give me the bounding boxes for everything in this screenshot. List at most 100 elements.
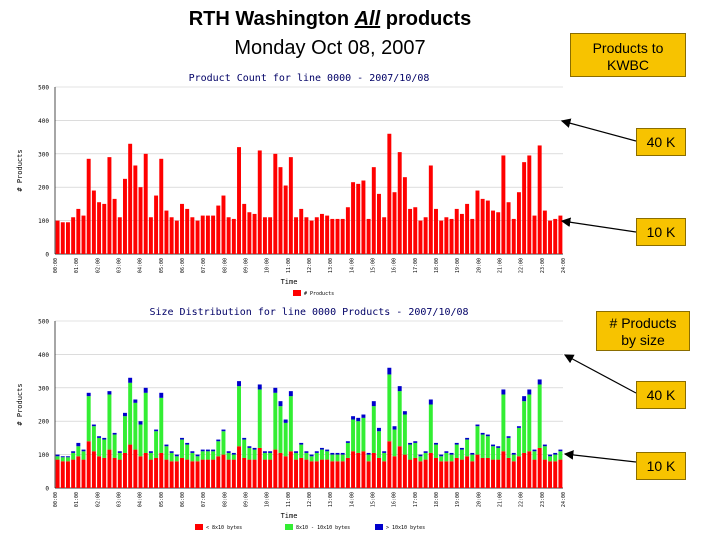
bar-segment — [542, 459, 547, 488]
bar-segment-2 — [485, 434, 490, 437]
bar-segment — [123, 452, 127, 488]
bar-segment — [148, 217, 153, 254]
bar-segment — [133, 165, 138, 254]
bar-segment-2 — [60, 456, 65, 458]
bar-segment — [288, 157, 293, 254]
bar-segment — [444, 217, 449, 254]
bar-segment — [402, 454, 407, 488]
bar-segment-2 — [402, 411, 407, 415]
bar-segment — [185, 459, 190, 488]
bar-segment — [148, 459, 153, 488]
bar-segment-2 — [169, 451, 174, 453]
x-tick-label: 08:00 — [222, 492, 228, 507]
bar-segment — [558, 215, 563, 254]
bar-segment — [527, 155, 532, 254]
bar-segment-1 — [377, 431, 381, 458]
bar-segment-1 — [112, 434, 117, 458]
x-tick-label: 02:00 — [95, 258, 101, 273]
bar-segment-1 — [237, 386, 241, 447]
bar-segment-1 — [309, 456, 314, 462]
bar-segment — [169, 461, 174, 488]
bar-segment-1 — [55, 456, 60, 460]
bar-segment-2 — [117, 451, 122, 453]
bar-segment — [475, 454, 480, 488]
bar-segment-2 — [97, 436, 102, 438]
bar-segment-2 — [211, 449, 216, 452]
bar-segment-1 — [402, 414, 407, 455]
bar-segment-2 — [454, 442, 459, 445]
bar-segment — [294, 459, 299, 488]
bar-segment — [180, 203, 184, 254]
bar-segment — [211, 215, 216, 254]
bar-segment — [522, 452, 527, 488]
bar-segment — [434, 208, 438, 254]
y-tick-label: 200 — [38, 185, 49, 192]
bar-segment — [247, 212, 252, 254]
bar-segment-1 — [81, 451, 86, 460]
bar-segment — [143, 452, 148, 488]
bar-segment-1 — [231, 454, 236, 460]
bar-segment-2 — [361, 414, 366, 418]
bar-segment — [154, 195, 159, 254]
x-tick-label: 24:00 — [561, 258, 567, 273]
bar-segment-1 — [143, 392, 148, 453]
bar-segment — [294, 217, 299, 254]
bar-segment — [242, 203, 247, 254]
bar-segment — [288, 451, 293, 488]
bar-segment-2 — [501, 389, 506, 395]
bar-segment — [408, 459, 413, 488]
bar-segment — [345, 207, 350, 254]
bar-segment-1 — [107, 394, 112, 450]
bar-segment-2 — [532, 449, 537, 452]
bar-segment — [553, 461, 558, 488]
bar-segment — [382, 217, 387, 254]
bar-segment — [325, 459, 330, 488]
bar-segment — [216, 205, 221, 254]
legend-label: < 8x10 bytes — [206, 525, 242, 531]
x-tick-label: 21:00 — [498, 258, 504, 273]
bar-segment-1 — [423, 452, 428, 460]
bar-segment — [247, 459, 252, 488]
bar-segment — [205, 215, 210, 254]
x-tick-label: 13:00 — [328, 258, 334, 273]
bar-segment-1 — [558, 451, 563, 460]
bar-segment-1 — [65, 457, 70, 462]
y-tick-label: 100 — [38, 452, 49, 459]
bar-segment — [491, 459, 495, 488]
bar-segment — [97, 202, 102, 254]
callout-arrow — [563, 354, 637, 394]
bar-segment — [278, 452, 283, 488]
bar-segment — [454, 457, 459, 488]
bar-segment-2 — [444, 451, 449, 453]
bar-segment-1 — [180, 439, 184, 458]
callout-arrow — [560, 118, 637, 142]
bar-segment — [190, 217, 195, 254]
bar-segment — [345, 457, 350, 488]
bar-segment — [102, 457, 107, 488]
bar-segment-2 — [377, 427, 381, 432]
bar-segment-1 — [382, 452, 387, 462]
bar-segment — [423, 217, 428, 254]
bar-segment — [351, 182, 356, 254]
bar-segment-1 — [71, 452, 76, 460]
bar-segment-2 — [340, 452, 345, 455]
bar-segment-1 — [325, 451, 330, 460]
x-tick-label: 03:00 — [117, 492, 123, 507]
x-tick-label: 19:00 — [455, 258, 461, 273]
x-tick-label: 23:00 — [540, 258, 546, 273]
bar-segment-2 — [392, 426, 397, 430]
bar-segment — [465, 203, 470, 254]
bar-segment-2 — [128, 377, 133, 383]
bar-segment-2 — [553, 452, 558, 455]
bar-segment-1 — [242, 439, 247, 458]
bar-segment-1 — [257, 389, 262, 448]
y-tick-label: 300 — [38, 151, 49, 158]
bar-segment-1 — [294, 452, 299, 460]
bar-segment — [340, 218, 345, 254]
bar-segment — [299, 208, 304, 254]
callout-arrows — [560, 118, 637, 463]
bar-segment — [76, 456, 81, 488]
bar-segment-1 — [470, 454, 475, 462]
legend-swatch — [285, 524, 293, 530]
bar-segment — [257, 447, 262, 488]
